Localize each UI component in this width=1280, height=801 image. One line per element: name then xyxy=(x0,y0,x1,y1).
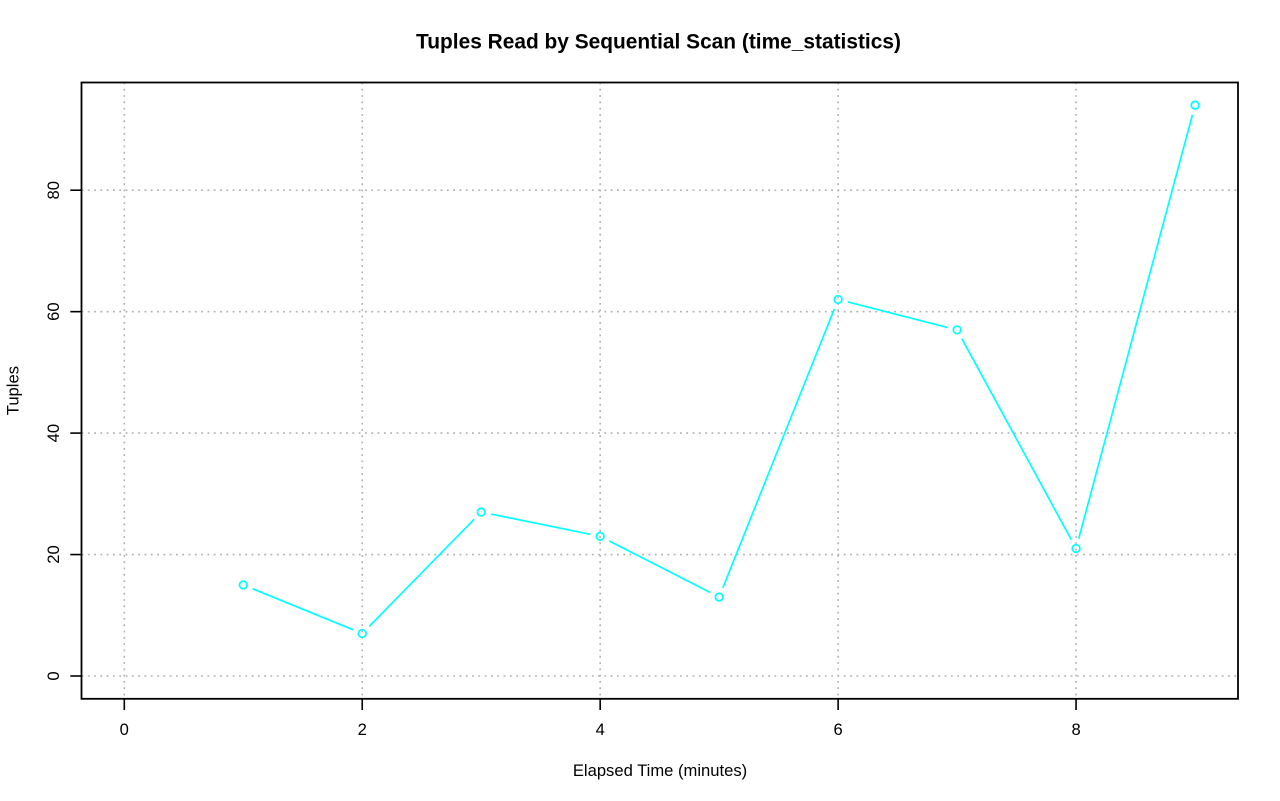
svg-text:4: 4 xyxy=(596,720,605,739)
svg-text:20: 20 xyxy=(44,545,63,563)
svg-text:Tuples: Tuples xyxy=(4,366,23,415)
svg-text:6: 6 xyxy=(834,720,843,739)
svg-text:8: 8 xyxy=(1071,720,1080,739)
svg-text:0: 0 xyxy=(44,671,63,680)
svg-text:60: 60 xyxy=(44,302,63,320)
svg-text:40: 40 xyxy=(44,424,63,442)
svg-text:Elapsed Time (minutes): Elapsed Time (minutes) xyxy=(573,761,747,780)
svg-text:0: 0 xyxy=(120,720,129,739)
svg-text:80: 80 xyxy=(44,181,63,199)
svg-text:Tuples Read by Sequential Scan: Tuples Read by Sequential Scan (time_sta… xyxy=(416,31,901,54)
svg-text:2: 2 xyxy=(358,720,367,739)
